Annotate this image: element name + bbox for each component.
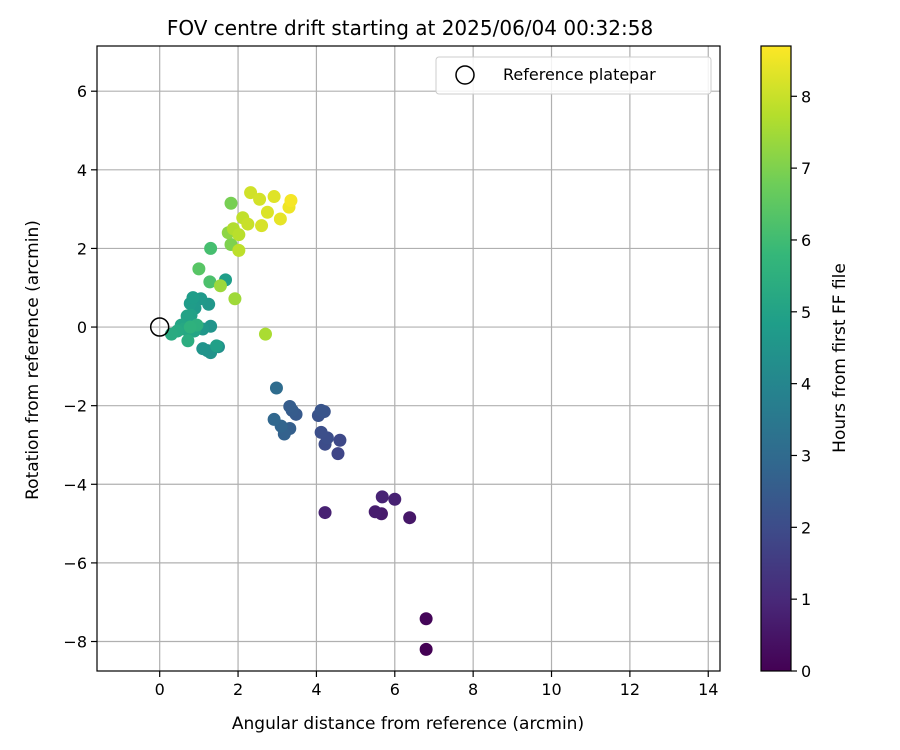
scatter-point xyxy=(232,243,246,257)
x-axis-ticks: 0 2 4 6 8 10 12 14 xyxy=(155,671,718,699)
y-tick-label: 2 xyxy=(77,239,87,258)
scatter-point xyxy=(253,192,267,206)
chart-title: FOV centre drift starting at 2025/06/04 … xyxy=(167,16,653,40)
scatter-point xyxy=(375,490,389,504)
scatter-point xyxy=(388,492,402,506)
scatter-point xyxy=(314,403,328,417)
scatter-point xyxy=(232,228,246,242)
scatter-point xyxy=(181,334,195,348)
colorbar-tick-label: 8 xyxy=(801,87,811,106)
legend-box xyxy=(435,56,712,95)
reference-platepar-marker xyxy=(149,317,170,337)
scatter-point xyxy=(210,339,224,353)
scatter-point xyxy=(267,190,281,204)
scatter-point xyxy=(267,412,281,426)
scatter-point xyxy=(273,212,287,226)
scatter-point xyxy=(258,327,272,341)
plot-frame xyxy=(96,45,721,672)
y-tick-label: −4 xyxy=(63,475,87,494)
scatter-point xyxy=(164,327,178,341)
y-tick-label: −8 xyxy=(63,633,87,652)
scatter-point xyxy=(244,186,258,200)
scatter-point xyxy=(368,505,382,519)
scatter-point xyxy=(192,262,206,276)
scatter-point xyxy=(403,511,417,525)
colorbar-tick-label: 5 xyxy=(801,303,811,322)
scatter-point xyxy=(260,205,274,219)
colorbar-tick-label: 1 xyxy=(801,590,811,609)
legend-open-circle-marker xyxy=(455,65,475,85)
colorbar xyxy=(760,45,792,672)
colorbar-tick-label: 0 xyxy=(801,662,811,681)
y-tick-label: 4 xyxy=(77,161,87,180)
scatter-point xyxy=(255,219,269,233)
x-tick-label: 12 xyxy=(620,680,640,699)
scatter-point xyxy=(228,292,242,306)
scatter-point xyxy=(269,381,283,395)
scatter-point xyxy=(314,425,328,439)
y-tick-label: 6 xyxy=(77,82,87,101)
y-tick-label: 0 xyxy=(77,318,87,337)
scatter-point xyxy=(419,612,433,626)
y-tick-label: −2 xyxy=(63,397,87,416)
scatter-point xyxy=(241,217,255,231)
legend: Reference platepar xyxy=(435,56,712,95)
x-tick-label: 2 xyxy=(233,680,243,699)
colorbar-tick-label: 2 xyxy=(801,518,811,537)
grid-lines xyxy=(97,46,720,671)
scatter-point xyxy=(318,506,332,520)
x-tick-label: 0 xyxy=(155,680,165,699)
data-points xyxy=(164,186,433,656)
scatter-point xyxy=(183,320,197,334)
x-tick-label: 14 xyxy=(698,680,718,699)
y-axis-ticks: −8 −6 −4 −2 0 2 4 6 xyxy=(63,82,97,652)
scatter-point xyxy=(419,642,433,656)
colorbar-label: Hours from first FF file xyxy=(830,263,850,453)
x-tick-label: 4 xyxy=(311,680,321,699)
colorbar-ticks: 0 1 2 3 4 5 6 7 8 xyxy=(791,87,811,681)
y-tick-label: −6 xyxy=(63,554,87,573)
colorbar-tick-label: 7 xyxy=(801,159,811,178)
x-tick-label: 8 xyxy=(468,680,478,699)
x-tick-label: 10 xyxy=(541,680,561,699)
x-tick-label: 6 xyxy=(390,680,400,699)
scatter-point xyxy=(283,399,297,413)
scatter-point xyxy=(284,193,298,207)
scatter-point xyxy=(331,447,345,461)
y-axis-title: Rotation from reference (arcmin) xyxy=(23,220,43,500)
colorbar-tick-label: 3 xyxy=(801,446,811,465)
legend-label-reference-platepar: Reference platepar xyxy=(503,65,656,84)
scatter-point xyxy=(196,342,210,356)
colorbar-tick-label: 6 xyxy=(801,231,811,250)
scatter-point xyxy=(224,196,238,210)
colorbar-tick-label: 4 xyxy=(801,375,811,394)
scatter-point xyxy=(186,291,200,305)
scatter-point xyxy=(333,433,347,447)
scatter-point xyxy=(203,275,217,289)
scatter-point xyxy=(213,279,227,293)
scatter-point xyxy=(204,241,218,255)
x-axis-title: Angular distance from reference (arcmin) xyxy=(232,714,584,734)
